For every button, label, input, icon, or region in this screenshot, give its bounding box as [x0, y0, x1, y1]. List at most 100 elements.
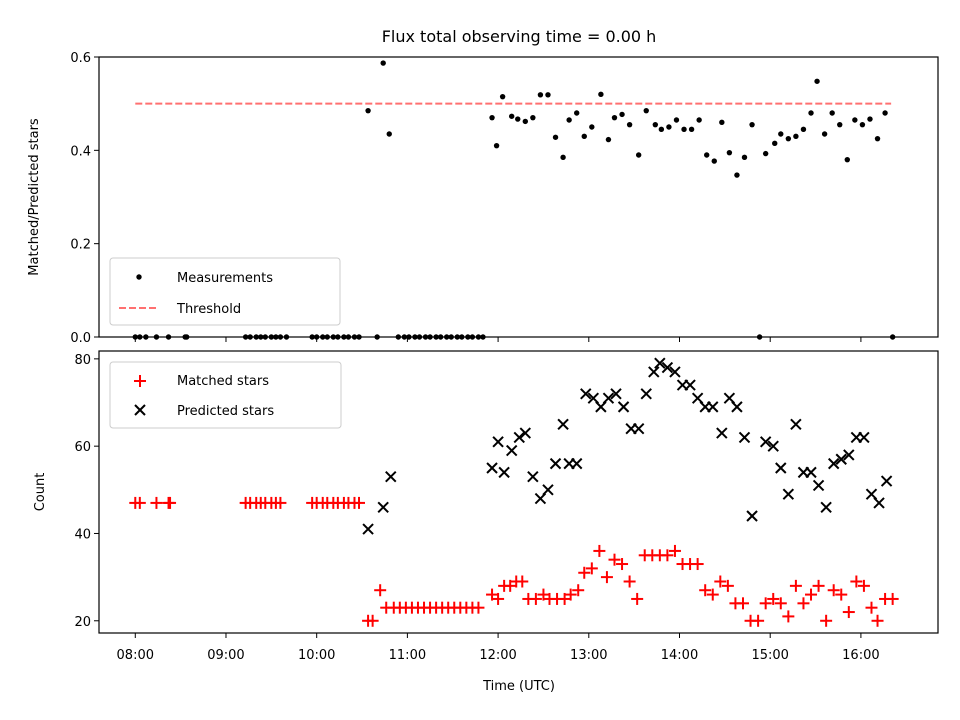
matched-star-point — [865, 601, 878, 614]
measurement-point — [719, 119, 725, 126]
predicted-star-point — [486, 462, 498, 474]
top-axes: 0.0 0.2 0.4 0.6 Matched/Predicted stars Mea… — [27, 51, 939, 346]
matched-star-point — [827, 584, 840, 597]
measurement-point — [493, 142, 500, 149]
predicted-star-point — [805, 466, 817, 479]
measurement-point — [552, 134, 559, 140]
predicted-star-point — [790, 418, 802, 431]
measurement-point — [793, 133, 799, 140]
predicted-star-point — [632, 422, 645, 435]
top-y-ticks: 0.0 0.2 0.4 0.6 — [70, 51, 99, 346]
measurement-point — [635, 152, 642, 158]
matched-star-point — [774, 597, 787, 610]
predicted-star-point — [880, 475, 893, 487]
predicted-star-point — [661, 361, 674, 374]
predicted-star-point — [549, 457, 562, 470]
top-y-tick-label: 0.6 — [70, 51, 91, 66]
predicted-star-point — [738, 431, 751, 444]
predicted-star-point — [377, 501, 389, 513]
top-y-tick-label: 0.4 — [70, 144, 91, 159]
x-tick-label: 12:00 — [479, 648, 516, 663]
legend-matched-label: Matched stars — [177, 374, 269, 389]
matched-star-point — [721, 579, 734, 592]
predicted-star-point — [843, 449, 855, 461]
legend-threshold-label: Threshold — [176, 302, 241, 317]
measurement-point — [778, 131, 784, 137]
x-axis-label: Time (UTC) — [482, 679, 555, 694]
predicted-star-point — [505, 444, 518, 457]
measurement-point — [574, 110, 580, 116]
predicted-star-point — [580, 388, 592, 400]
predicted-star-point — [640, 388, 652, 400]
matched-star-point — [842, 606, 855, 619]
top-y-tick-label: 0.2 — [70, 238, 91, 253]
predicted-star-point — [827, 457, 840, 470]
matched-star-point — [558, 592, 571, 605]
measurement-point — [814, 78, 820, 84]
measurement-point — [829, 110, 835, 116]
measurement-point — [652, 121, 659, 128]
measurement-point — [844, 156, 850, 163]
predicted-star-point — [746, 510, 758, 522]
predicted-star-point — [602, 392, 615, 404]
measurement-point — [530, 114, 536, 121]
matched-star-point — [886, 592, 899, 605]
matched-star-point — [812, 579, 825, 592]
measurement-point — [605, 136, 612, 143]
predicted-star-point — [519, 427, 532, 439]
matched-star-point — [850, 575, 863, 588]
bottom-y-tick-label: 60 — [74, 440, 91, 455]
matched-star-point — [699, 584, 712, 597]
matched-star-point — [353, 496, 366, 509]
measurement-point — [545, 92, 551, 98]
top-legend: Measurements Threshold — [109, 257, 341, 326]
predicted-star-point — [835, 453, 847, 465]
bottom-y-axis-label: Count — [33, 473, 48, 512]
matched-star-point — [593, 544, 606, 557]
matched-star-point — [600, 571, 613, 584]
predicted-star-point — [542, 484, 554, 496]
matched-star-point — [782, 610, 795, 623]
matched-star-point — [736, 597, 749, 610]
matched-star-point — [616, 558, 629, 571]
measurement-point — [800, 126, 807, 133]
measurement-point — [785, 135, 792, 142]
matched-star-point — [767, 592, 780, 605]
predicted-star-point — [513, 431, 525, 444]
matched-star-point — [486, 588, 499, 601]
matched-star-point — [668, 544, 681, 557]
legend-matched-marker — [134, 375, 146, 387]
measurement-point — [386, 131, 392, 137]
matched-star-point — [529, 592, 542, 605]
x-tick-label: 11:00 — [389, 648, 426, 663]
measurement-point — [726, 149, 733, 156]
x-tick-label: 08:00 — [117, 648, 154, 663]
measurement-point — [837, 121, 843, 128]
matched-star-point — [492, 592, 505, 605]
measurement-point — [673, 117, 680, 123]
legend-measurements-label: Measurements — [177, 271, 273, 286]
legend-predicted-label: Predicted stars — [177, 404, 274, 419]
bottom-y-tick-label: 40 — [74, 527, 91, 542]
measurement-point — [589, 124, 595, 130]
bottom-plot-area — [129, 357, 899, 627]
predicted-star-point — [610, 388, 622, 400]
legend-predicted-marker — [134, 404, 146, 416]
measurement-point — [560, 154, 566, 161]
predicted-star-point — [731, 401, 743, 413]
matched-star-point — [578, 566, 591, 579]
measurement-point — [681, 126, 687, 133]
measurement-point — [666, 124, 672, 130]
matched-star-point — [537, 588, 550, 601]
matched-star-point — [274, 496, 287, 509]
measurement-point — [365, 107, 371, 114]
bottom-x-ticks: 08:00 09:00 10:00 11:00 12:00 13:00 14:00 15:00… — [117, 633, 880, 663]
matched-star-point — [472, 601, 485, 614]
measurement-point — [704, 152, 710, 158]
measurement-point — [566, 117, 572, 123]
measurement-point — [711, 158, 717, 164]
bottom-legend: Matched stars Predicted stars — [109, 361, 342, 429]
predicted-star-point — [858, 431, 870, 444]
matched-star-point — [608, 553, 621, 566]
matched-star-point — [164, 496, 177, 509]
